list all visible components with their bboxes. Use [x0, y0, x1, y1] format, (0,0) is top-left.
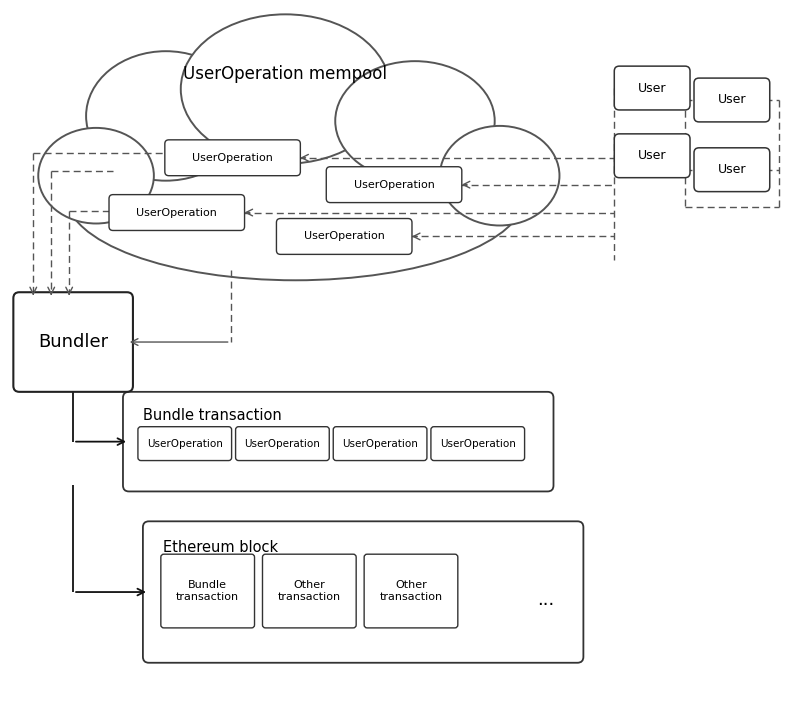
FancyBboxPatch shape: [235, 427, 329, 461]
Text: User: User: [638, 81, 667, 95]
Text: User: User: [718, 163, 746, 176]
FancyBboxPatch shape: [694, 78, 770, 122]
FancyBboxPatch shape: [263, 554, 356, 628]
Ellipse shape: [440, 126, 560, 226]
Ellipse shape: [67, 111, 525, 280]
FancyBboxPatch shape: [614, 134, 690, 177]
Text: UserOperation: UserOperation: [244, 439, 320, 449]
Text: UserOperation: UserOperation: [342, 439, 418, 449]
FancyBboxPatch shape: [333, 427, 427, 461]
Text: UserOperation: UserOperation: [147, 439, 223, 449]
Ellipse shape: [86, 51, 246, 181]
FancyBboxPatch shape: [364, 554, 458, 628]
Text: User: User: [718, 93, 746, 107]
Text: Bundle transaction: Bundle transaction: [143, 408, 281, 423]
FancyBboxPatch shape: [431, 427, 525, 461]
Text: UserOperation: UserOperation: [192, 153, 273, 163]
Ellipse shape: [335, 61, 495, 181]
Ellipse shape: [38, 128, 154, 224]
FancyBboxPatch shape: [13, 292, 133, 392]
Text: UserOperation: UserOperation: [440, 439, 516, 449]
FancyBboxPatch shape: [614, 66, 690, 110]
FancyBboxPatch shape: [138, 427, 232, 461]
Text: UserOperation mempool: UserOperation mempool: [183, 65, 388, 83]
FancyBboxPatch shape: [694, 148, 770, 191]
FancyBboxPatch shape: [165, 139, 300, 176]
Text: Bundler: Bundler: [38, 333, 108, 351]
FancyBboxPatch shape: [277, 219, 412, 254]
Text: ...: ...: [537, 591, 554, 609]
Text: UserOperation: UserOperation: [136, 207, 217, 217]
Ellipse shape: [181, 14, 390, 164]
FancyBboxPatch shape: [326, 167, 461, 203]
Text: Other
transaction: Other transaction: [278, 580, 341, 602]
Text: Ethereum block: Ethereum block: [163, 540, 278, 554]
Text: User: User: [638, 149, 667, 162]
Text: UserOperation: UserOperation: [354, 179, 435, 190]
FancyBboxPatch shape: [123, 392, 553, 491]
Text: Bundle
transaction: Bundle transaction: [176, 580, 239, 602]
Text: Other
transaction: Other transaction: [380, 580, 443, 602]
FancyBboxPatch shape: [109, 195, 245, 231]
Text: UserOperation: UserOperation: [304, 231, 384, 241]
FancyBboxPatch shape: [161, 554, 255, 628]
FancyBboxPatch shape: [143, 522, 583, 662]
